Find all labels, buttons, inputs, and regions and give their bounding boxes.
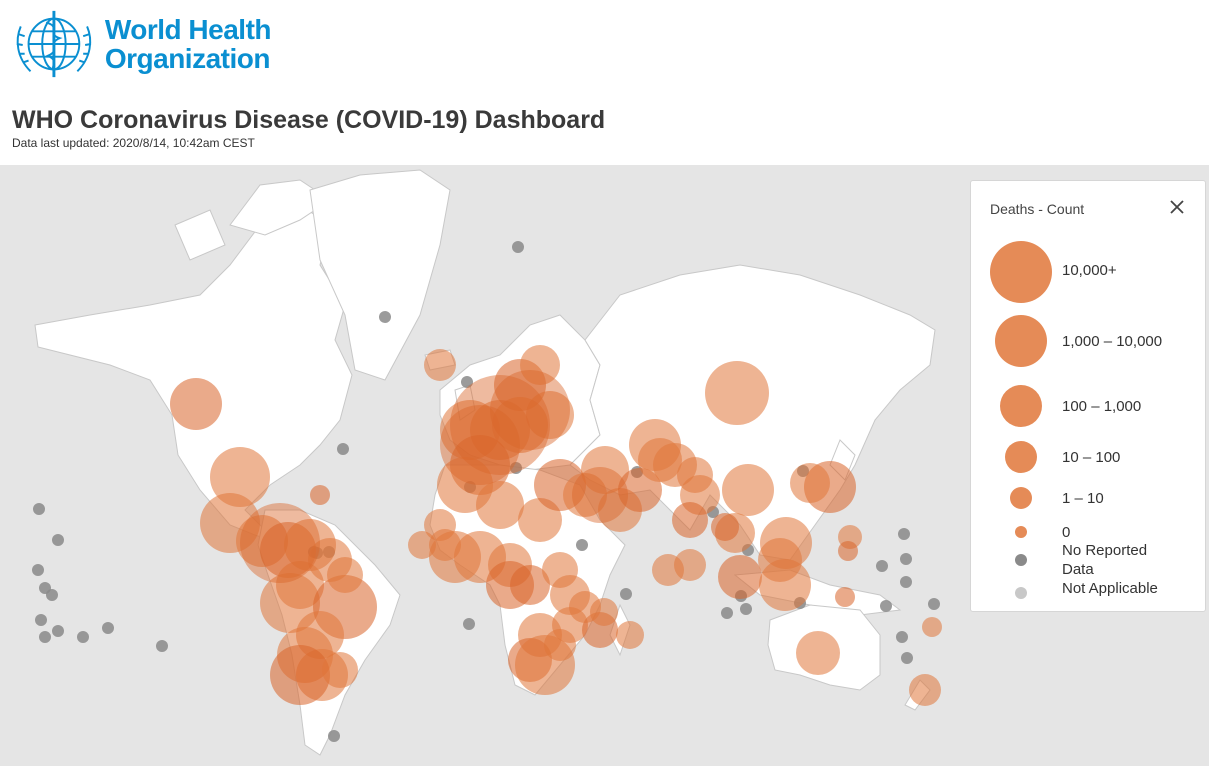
who-emblem-icon bbox=[16, 10, 92, 78]
no-data-point[interactable] bbox=[35, 614, 47, 626]
death-bubble[interactable] bbox=[758, 538, 802, 582]
legend-title: Deaths - Count bbox=[990, 201, 1085, 217]
no-data-point[interactable] bbox=[77, 631, 89, 643]
death-bubble[interactable] bbox=[835, 587, 855, 607]
legend-label: 1,000 – 10,000 bbox=[1062, 333, 1163, 350]
no-data-point[interactable] bbox=[463, 618, 475, 630]
death-bubble[interactable] bbox=[424, 509, 456, 541]
death-bubble[interactable] bbox=[569, 591, 601, 623]
death-bubble[interactable] bbox=[424, 349, 456, 381]
legend-dot-not-applicable bbox=[1015, 587, 1027, 599]
death-bubble[interactable] bbox=[909, 674, 941, 706]
death-bubble[interactable] bbox=[520, 345, 560, 385]
who-logo[interactable]: World Health Organization bbox=[11, 6, 272, 82]
death-bubble-cluster bbox=[572, 467, 628, 523]
death-bubble[interactable] bbox=[672, 502, 708, 538]
no-data-point[interactable] bbox=[880, 600, 892, 612]
legend-label: 100 – 1,000 bbox=[1062, 398, 1142, 415]
death-bubble[interactable] bbox=[711, 513, 739, 541]
no-data-point[interactable] bbox=[46, 589, 58, 601]
death-bubble[interactable] bbox=[322, 652, 358, 688]
no-data-point[interactable] bbox=[928, 598, 940, 610]
death-bubble[interactable] bbox=[270, 645, 330, 705]
death-bubble[interactable] bbox=[674, 549, 706, 581]
legend-label: 10 – 100 bbox=[1062, 449, 1121, 466]
no-data-point[interactable] bbox=[721, 607, 733, 619]
death-bubble[interactable] bbox=[922, 617, 942, 637]
no-data-point[interactable] bbox=[461, 376, 473, 388]
no-data-point[interactable] bbox=[876, 560, 888, 572]
no-data-point[interactable] bbox=[52, 534, 64, 546]
no-data-point[interactable] bbox=[900, 553, 912, 565]
no-data-point[interactable] bbox=[33, 503, 45, 515]
legend-bubble-zero bbox=[1015, 526, 1027, 538]
no-data-point[interactable] bbox=[379, 311, 391, 323]
page-header: World Health Organization WHO Coronaviru… bbox=[0, 0, 1209, 165]
logo-line-2: Organization bbox=[104, 43, 271, 74]
map-canvas[interactable] bbox=[0, 165, 1209, 766]
logo-line-1: World Health bbox=[104, 14, 272, 45]
death-bubble[interactable] bbox=[581, 446, 629, 494]
death-bubble[interactable] bbox=[310, 485, 330, 505]
no-data-point[interactable] bbox=[156, 640, 168, 652]
legend-label: 0 bbox=[1062, 524, 1071, 541]
death-bubble[interactable] bbox=[722, 464, 774, 516]
no-data-point[interactable] bbox=[900, 576, 912, 588]
legend-bubble-lg bbox=[995, 315, 1047, 367]
no-data-point[interactable] bbox=[740, 603, 752, 615]
death-bubble[interactable] bbox=[616, 621, 644, 649]
death-bubble[interactable] bbox=[544, 629, 576, 661]
legend-bubble-md bbox=[1000, 385, 1042, 427]
no-data-point[interactable] bbox=[512, 241, 524, 253]
death-bubble[interactable] bbox=[677, 457, 713, 493]
no-data-point[interactable] bbox=[896, 631, 908, 643]
death-bubble-cluster bbox=[440, 405, 520, 485]
no-data-point[interactable] bbox=[901, 652, 913, 664]
greenland-land bbox=[309, 169, 451, 381]
legend-label: No Reported Data bbox=[1062, 542, 1148, 578]
close-icon[interactable] bbox=[1167, 197, 1187, 217]
no-data-point[interactable] bbox=[898, 528, 910, 540]
legend-panel: Deaths - Count 10,000+ 1,000 – 10,000 10… bbox=[970, 180, 1206, 612]
no-data-point[interactable] bbox=[52, 625, 64, 637]
legend-bubble-xs bbox=[1010, 487, 1032, 509]
death-bubble[interactable] bbox=[486, 561, 534, 609]
no-data-point[interactable] bbox=[510, 462, 522, 474]
death-bubble[interactable] bbox=[170, 378, 222, 430]
death-bubble-cluster bbox=[490, 370, 570, 450]
death-bubble[interactable] bbox=[526, 391, 574, 439]
no-data-point[interactable] bbox=[328, 730, 340, 742]
death-bubble[interactable] bbox=[718, 555, 762, 599]
death-bubble[interactable] bbox=[408, 531, 436, 559]
no-data-point[interactable] bbox=[337, 443, 349, 455]
death-bubble-cluster bbox=[450, 375, 550, 475]
death-bubble[interactable] bbox=[796, 631, 840, 675]
legend-dot-no-data bbox=[1015, 554, 1027, 566]
no-data-point[interactable] bbox=[39, 631, 51, 643]
legend-label: Not Applicable bbox=[1062, 580, 1158, 597]
no-data-point[interactable] bbox=[32, 564, 44, 576]
legend-bubble-xl bbox=[990, 241, 1052, 303]
legend-bubble-sm bbox=[1005, 441, 1037, 473]
death-bubble[interactable] bbox=[327, 557, 363, 593]
no-data-point[interactable] bbox=[620, 588, 632, 600]
legend-label: 10,000+ bbox=[1062, 262, 1117, 279]
who-wordmark: World Health Organization bbox=[104, 14, 272, 74]
death-bubble[interactable] bbox=[790, 463, 830, 503]
legend-label: 1 – 10 bbox=[1062, 490, 1104, 507]
page-title: WHO Coronavirus Disease (COVID-19) Dashb… bbox=[12, 106, 606, 134]
no-data-point[interactable] bbox=[102, 622, 114, 634]
death-bubble[interactable] bbox=[476, 481, 524, 529]
death-count-bubbles bbox=[170, 345, 942, 706]
death-bubble[interactable] bbox=[838, 541, 858, 561]
death-bubble[interactable] bbox=[705, 361, 769, 425]
death-bubble-cluster bbox=[240, 503, 320, 583]
no-data-point[interactable] bbox=[576, 539, 588, 551]
last-updated-text: Data last updated: 2020/8/14, 10:42am CE… bbox=[12, 136, 255, 150]
death-bubble[interactable] bbox=[210, 447, 270, 507]
